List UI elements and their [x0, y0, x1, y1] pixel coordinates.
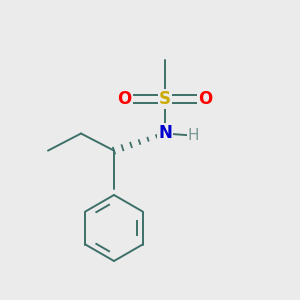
Text: O: O [198, 90, 213, 108]
Text: N: N [158, 124, 172, 142]
Text: H: H [188, 128, 199, 143]
Text: S: S [159, 90, 171, 108]
Text: O: O [117, 90, 132, 108]
